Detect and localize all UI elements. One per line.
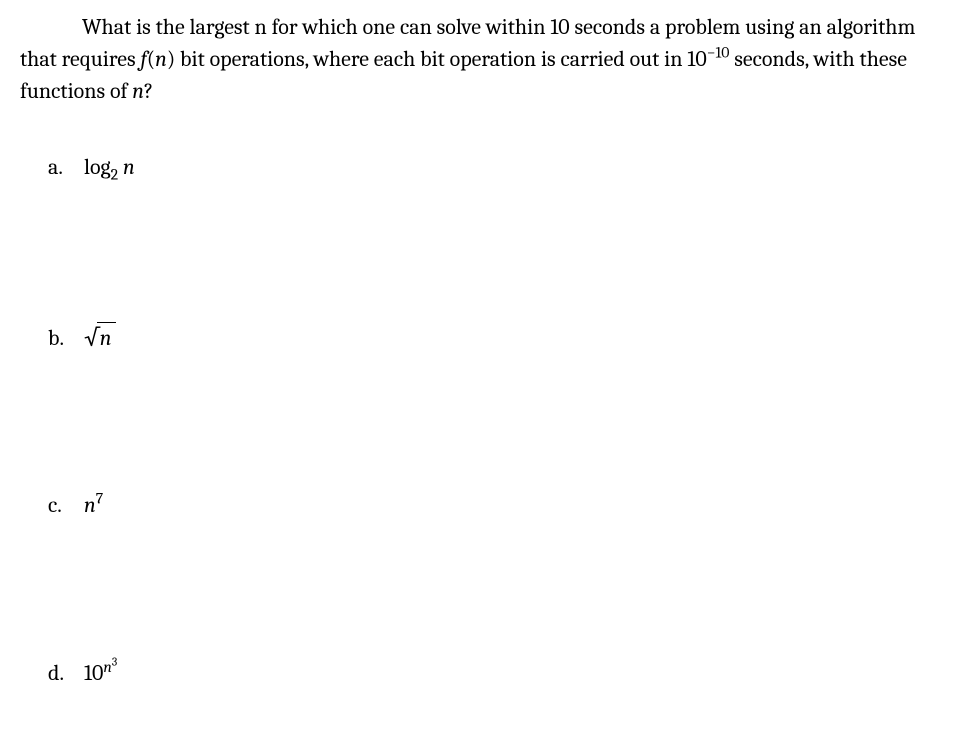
power-exp: 7 bbox=[96, 490, 103, 508]
power-base: n bbox=[84, 492, 96, 518]
option-d: d. 10n3 bbox=[48, 658, 954, 690]
time-base: 10 bbox=[687, 46, 706, 72]
problem-text-2: bit operations, where each bit operation… bbox=[175, 46, 687, 72]
time-exponent: −10 bbox=[707, 44, 730, 62]
text-var-n: n bbox=[132, 78, 144, 104]
exp-power-exp: 3 bbox=[112, 655, 117, 669]
exp-base: 10 bbox=[84, 660, 103, 686]
option-letter-c: c. bbox=[48, 490, 84, 522]
problem-statement: What is the largest n for which one can … bbox=[20, 12, 954, 108]
option-letter-a: a. bbox=[48, 152, 84, 184]
option-formula-b: √n bbox=[84, 320, 116, 355]
exp-power-base: n bbox=[103, 658, 111, 676]
option-b: b. √n bbox=[48, 320, 954, 355]
option-letter-d: d. bbox=[48, 658, 84, 690]
option-letter-b: b. bbox=[48, 323, 84, 355]
sqrt-expression: √n bbox=[84, 320, 116, 355]
log-arg: n bbox=[123, 154, 135, 180]
option-formula-a: log2 n bbox=[84, 152, 135, 184]
options-list: a. log2 n b. √n c. n7 d. 10n3 bbox=[20, 152, 954, 691]
fn-arg: n bbox=[155, 46, 167, 72]
option-a: a. log2 n bbox=[48, 152, 954, 184]
option-c: c. n7 bbox=[48, 490, 954, 522]
paren-close: ) bbox=[167, 46, 175, 72]
log-text: log bbox=[84, 154, 111, 180]
paren-open: ( bbox=[147, 46, 155, 72]
log-base: 2 bbox=[111, 165, 118, 183]
option-formula-c: n7 bbox=[84, 490, 103, 522]
problem-text-4: ? bbox=[144, 78, 153, 104]
exp-power: n3 bbox=[103, 658, 117, 676]
sqrt-arg: n bbox=[97, 322, 116, 355]
option-formula-d: 10n3 bbox=[84, 658, 117, 690]
